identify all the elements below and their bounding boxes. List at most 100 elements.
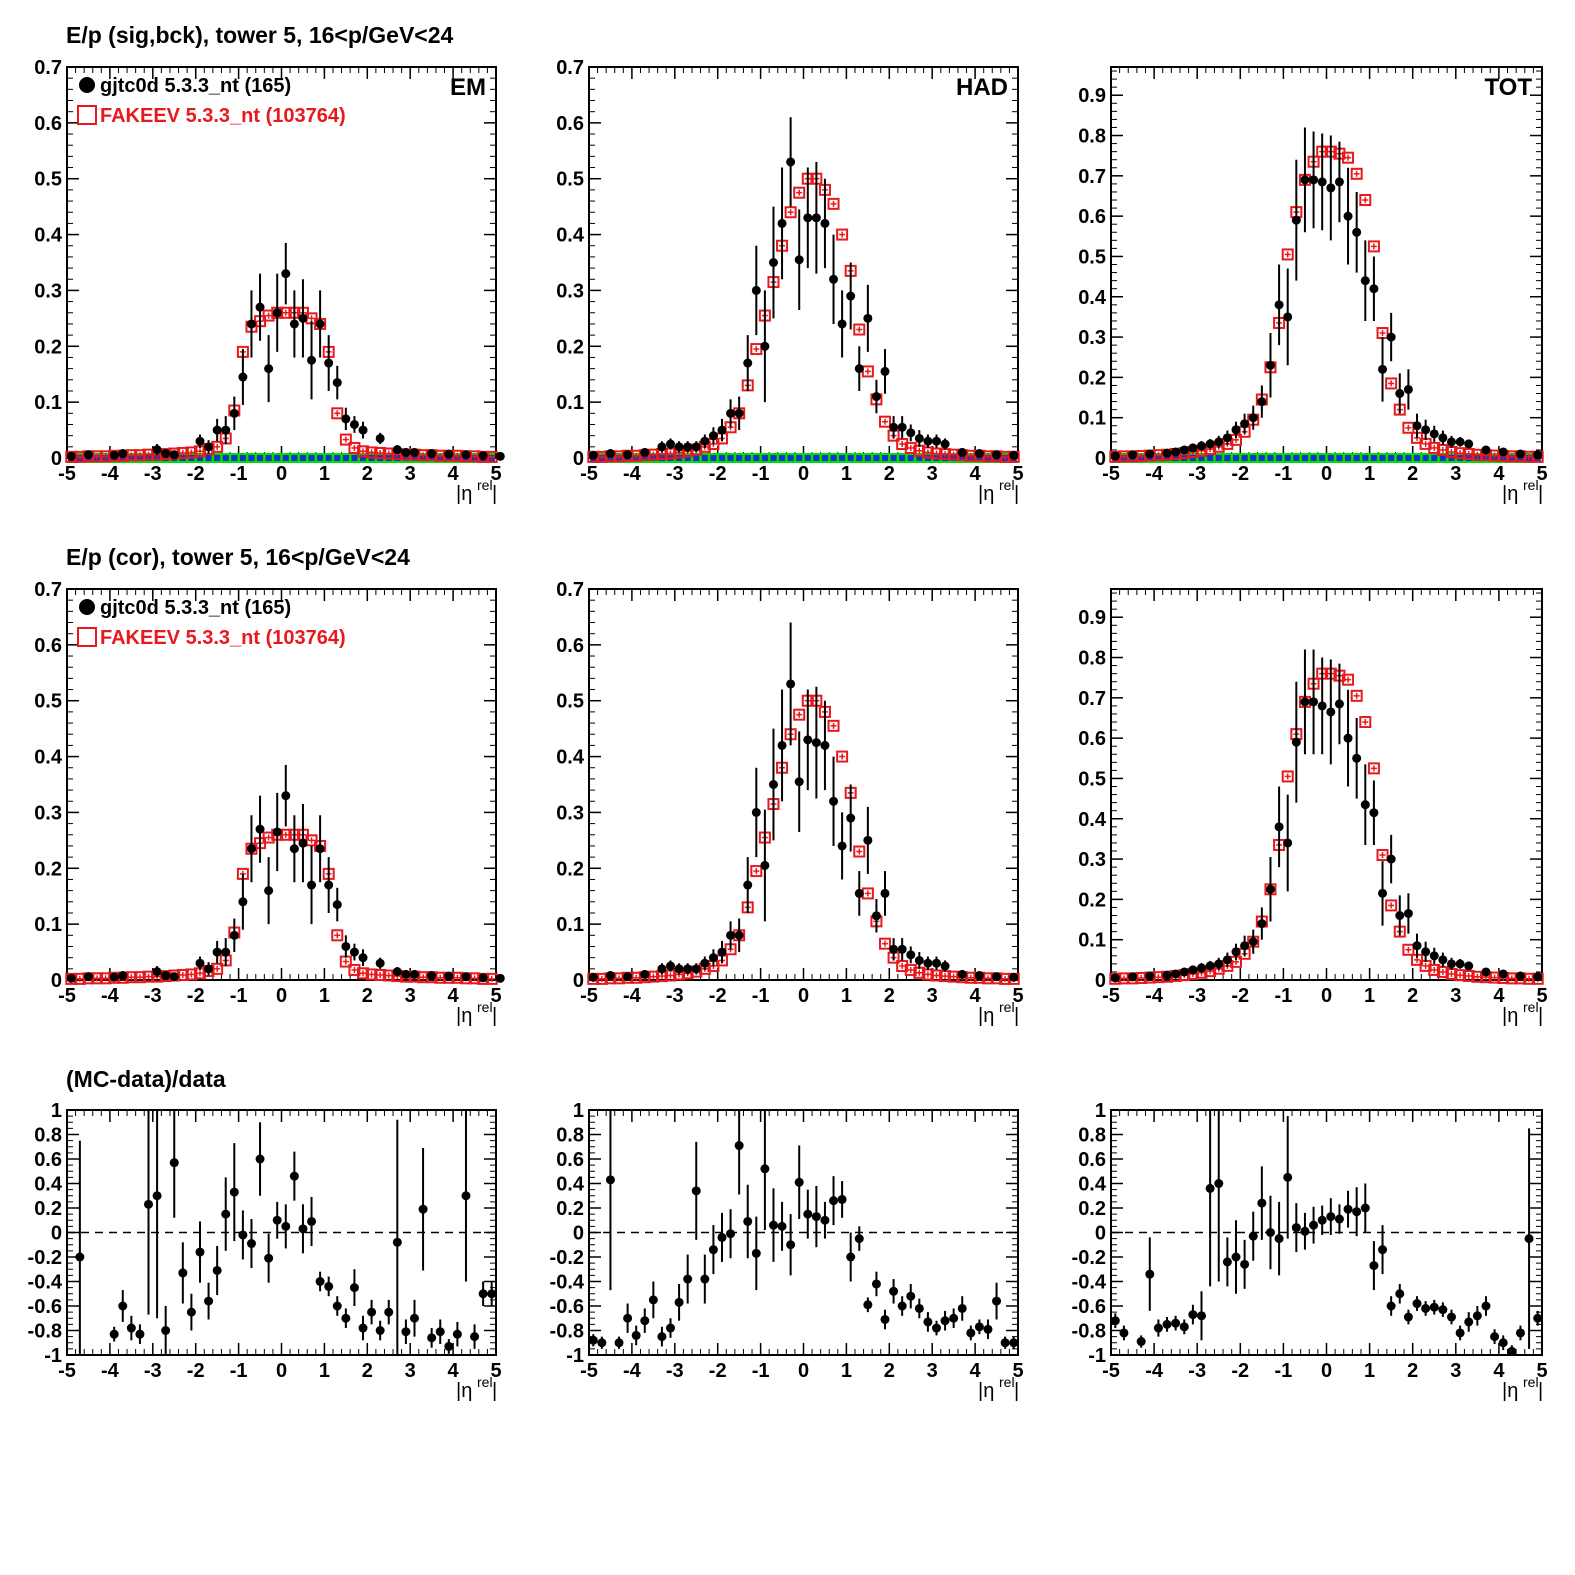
data-marker (1188, 1310, 1198, 1320)
x-tick-label: 4 (970, 463, 982, 485)
y-tick-label: 0.6 (34, 113, 62, 135)
data-marker (1455, 437, 1465, 447)
data-marker (777, 740, 787, 750)
data-marker (221, 1209, 231, 1219)
plot-frame (1110, 66, 1543, 459)
mc-marker (1428, 963, 1441, 976)
y-tick-label: 0.7 (556, 57, 584, 79)
data-marker (1317, 1215, 1327, 1225)
background-marker (1345, 455, 1352, 461)
legend-mc-label: FAKEEV 5.3.3_nt (103764) (100, 105, 346, 127)
plot-frame (588, 66, 1019, 459)
x-tick-label: 1 (841, 1360, 852, 1382)
background-marker (1396, 455, 1403, 461)
data-marker (186, 1307, 196, 1317)
x-tick-label: 0 (798, 985, 809, 1007)
data-marker (949, 1313, 959, 1323)
x-axis-label-sup: rel (999, 1374, 1015, 1390)
background-marker (411, 455, 418, 461)
background-marker (1362, 455, 1369, 461)
x-tick-label: 5 (1536, 1360, 1547, 1382)
y-tick-label: 0 (573, 970, 584, 992)
x-tick-label: 2 (884, 985, 895, 1007)
data-marker (341, 414, 351, 424)
data-marker (1128, 972, 1138, 982)
background-marker (1258, 455, 1265, 461)
data-marker (1515, 449, 1525, 459)
data-marker (640, 1316, 650, 1326)
y-tick-label: 0.2 (1078, 889, 1106, 911)
data-marker (683, 1274, 693, 1284)
mc-marker (904, 441, 917, 454)
x-tick-label: -2 (709, 463, 727, 485)
mc-marker (262, 309, 275, 322)
x-tick-label: -3 (666, 1360, 684, 1382)
mc-marker (1342, 673, 1355, 686)
data-marker (1248, 413, 1258, 423)
y-tick-label: -0.2 (28, 1247, 62, 1269)
data-marker (212, 947, 222, 957)
x-tick-label: 4 (448, 1360, 460, 1382)
mc-marker (1281, 770, 1294, 783)
background-marker (1353, 455, 1360, 461)
background-marker (1370, 455, 1377, 461)
background-marker (1250, 455, 1257, 461)
data-marker (315, 844, 325, 854)
data-marker (1334, 1214, 1344, 1224)
x-tick-label: 4 (448, 985, 460, 1007)
data-marker (708, 431, 718, 441)
data-marker (1378, 1245, 1388, 1255)
data-marker (427, 449, 437, 459)
data-marker (1326, 183, 1336, 193)
data-marker (931, 958, 941, 968)
data-marker (717, 947, 727, 957)
background-marker (1379, 455, 1386, 461)
x-axis-label-end: | (1538, 483, 1543, 505)
data-marker (811, 738, 821, 748)
mc-marker (348, 441, 361, 454)
background-marker (899, 455, 906, 461)
x-tick-label: -4 (623, 463, 642, 485)
x-tick-label: -3 (666, 985, 684, 1007)
x-tick-label: 1 (841, 985, 852, 1007)
data-marker (1317, 701, 1327, 711)
mc-marker (1367, 762, 1380, 775)
background-marker (864, 455, 871, 461)
plot-frame (588, 588, 1019, 981)
data-marker (605, 449, 615, 459)
data-marker (409, 969, 419, 979)
data-marker (880, 1314, 890, 1324)
background-marker (770, 455, 777, 461)
data-marker (1507, 1346, 1517, 1356)
x-tick-label: 5 (490, 985, 501, 1007)
data-marker (1222, 955, 1232, 965)
data-marker (229, 408, 239, 418)
background-marker (317, 455, 324, 461)
data-marker (837, 841, 847, 851)
data-marker (1472, 1311, 1482, 1321)
data-marker (392, 967, 402, 977)
mc-marker (374, 968, 387, 981)
data-marker (1240, 1259, 1250, 1269)
x-tick-label: -5 (58, 1360, 76, 1382)
y-tick-label: 0.5 (34, 691, 62, 713)
x-tick-label: 3 (1450, 1360, 1461, 1382)
data-marker (691, 964, 701, 974)
background-marker (1284, 455, 1291, 461)
background-marker (830, 455, 837, 461)
x-tick-label: 3 (1450, 463, 1461, 485)
mc-marker (374, 446, 387, 459)
data-marker (1378, 888, 1388, 898)
data-marker (358, 1323, 368, 1333)
mc-marker (1471, 448, 1484, 461)
data-marker (588, 1335, 598, 1345)
data-marker (1481, 1301, 1491, 1311)
data-marker (478, 451, 488, 461)
data-marker (1300, 175, 1310, 185)
data-marker (1231, 1252, 1241, 1262)
data-marker (1009, 1338, 1019, 1348)
x-tick-label: 4 (1493, 985, 1505, 1007)
x-tick-label: -5 (58, 985, 76, 1007)
background-marker (394, 455, 401, 461)
data-marker (315, 319, 325, 329)
